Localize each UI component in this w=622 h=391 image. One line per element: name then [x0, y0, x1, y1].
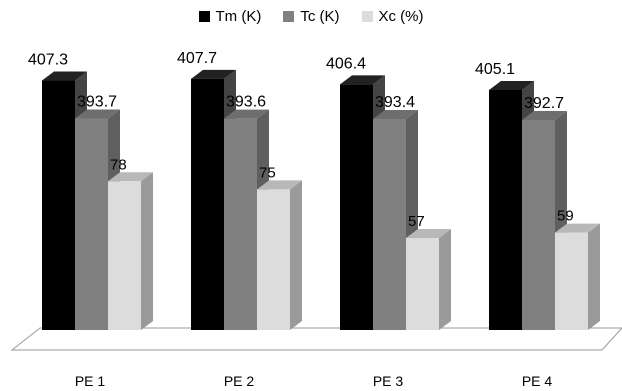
bar: [340, 84, 373, 330]
legend-label-tm: Tm (K): [215, 8, 262, 25]
data-label: 407.7: [177, 50, 217, 67]
legend-swatch-tc: [283, 11, 295, 22]
data-label: 57: [408, 213, 425, 230]
bar-side: [290, 180, 302, 330]
data-label: 78: [110, 156, 127, 173]
x-tick-label: PE 2: [224, 373, 255, 389]
bar: [522, 120, 555, 330]
data-label: 393.4: [375, 94, 415, 111]
bar: [224, 118, 257, 331]
data-label: 75: [259, 164, 276, 181]
x-tick-label: PE 4: [522, 373, 553, 389]
bar: [406, 238, 439, 330]
bar-top: [522, 111, 567, 120]
data-label: 405.1: [475, 61, 515, 78]
bar-top: [191, 69, 236, 79]
bar-side: [439, 229, 451, 330]
data-label: 393.7: [77, 94, 117, 111]
legend-swatch-tm: [198, 11, 210, 22]
bar-side: [588, 223, 600, 330]
chart-floor: [10, 327, 622, 351]
x-tick-label: PE 3: [373, 373, 404, 389]
bar-top: [489, 81, 534, 90]
bar-top: [340, 75, 385, 85]
data-label: 406.4: [326, 55, 366, 72]
legend-swatch-xc: [361, 11, 373, 22]
x-tick-label: PE 1: [75, 373, 106, 389]
bar-side: [141, 172, 153, 330]
legend-item-tc: Tc (K): [283, 8, 340, 25]
bar-top: [555, 223, 600, 233]
legend-item-tm: Tm (K): [198, 8, 262, 25]
bar: [489, 90, 522, 330]
bar: [257, 189, 290, 330]
data-label: 59: [557, 208, 574, 225]
bar-top: [406, 229, 451, 238]
data-label: 407.3: [28, 52, 68, 69]
legend-item-xc: Xc (%): [361, 8, 424, 25]
bar: [373, 118, 406, 330]
bar-top: [257, 180, 302, 190]
bar-top: [108, 172, 153, 182]
bar: [42, 80, 75, 330]
bar: [108, 181, 141, 330]
bar-top: [373, 109, 418, 119]
bar-top: [75, 109, 120, 119]
legend-label-xc: Xc (%): [378, 8, 424, 25]
data-label: 392.7: [524, 95, 564, 112]
bar: [75, 118, 108, 330]
bar: [555, 232, 588, 330]
data-label: 393.6: [226, 94, 266, 111]
bar-top: [42, 71, 87, 81]
legend: Tm (K) Tc (K) Xc (%): [0, 8, 622, 25]
bar: [191, 78, 224, 330]
legend-label-tc: Tc (K): [300, 8, 340, 25]
bar-top: [224, 109, 269, 119]
